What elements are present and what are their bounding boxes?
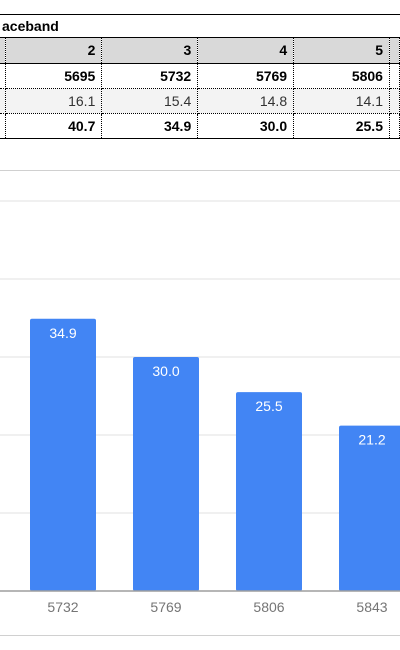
table-cell[interactable] — [0, 113, 7, 139]
table-header-row: 2 3 4 5 — [0, 38, 400, 64]
table-cell[interactable]: 5769 — [197, 63, 295, 89]
table-cell[interactable] — [389, 88, 400, 114]
table-title: aceband — [2, 18, 59, 34]
table-cell[interactable]: 14.1 — [293, 88, 390, 114]
bar-data-label: 25.5 — [255, 398, 282, 414]
table-row: 40.7 34.9 30.0 25.5 — [0, 113, 400, 139]
x-tick-label: 5732 — [47, 599, 78, 615]
bar-data-label: 30.0 — [152, 363, 179, 379]
bar[interactable] — [236, 392, 302, 591]
table-cell[interactable]: 15.4 — [101, 88, 199, 114]
bar[interactable] — [30, 318, 96, 591]
bar-chart-panel[interactable]: 34.9 5732 30.0 5769 25.5 5806 21.2 5843 — [0, 170, 400, 636]
x-tick-label: 5806 — [253, 599, 284, 615]
header-cell[interactable]: 4 — [197, 38, 295, 64]
header-cell[interactable]: 2 — [5, 38, 103, 64]
table-cell[interactable]: 14.8 — [197, 88, 295, 114]
table-cell[interactable]: 30.0 — [197, 113, 295, 139]
bar-data-label: 34.9 — [49, 325, 76, 341]
table-cell[interactable] — [0, 38, 7, 64]
bar[interactable] — [339, 425, 400, 591]
bar-chart[interactable]: 34.9 5732 30.0 5769 25.5 5806 21.2 5843 — [0, 171, 400, 637]
table-cell[interactable]: 34.9 — [101, 113, 199, 139]
bar[interactable] — [133, 357, 199, 591]
table-row: 5695 5732 5769 5806 — [0, 63, 400, 89]
table-cell[interactable] — [389, 38, 400, 64]
table-cell[interactable] — [389, 63, 400, 89]
table-cell[interactable]: 5695 — [5, 63, 103, 89]
data-table: 2 3 4 5 5695 5732 5769 5806 16.1 15.4 14… — [0, 38, 400, 139]
table-title-row[interactable]: aceband — [0, 14, 400, 38]
header-cell[interactable]: 5 — [293, 38, 390, 64]
table-cell[interactable]: 5806 — [293, 63, 390, 89]
bar-data-label: 21.2 — [358, 432, 385, 448]
table-cell[interactable] — [0, 88, 7, 114]
table-cell[interactable]: 5732 — [101, 63, 199, 89]
table-row: 16.1 15.4 14.8 14.1 — [0, 88, 400, 114]
x-tick-label: 5769 — [150, 599, 181, 615]
table-cell[interactable] — [389, 113, 400, 139]
x-tick-label: 5843 — [356, 599, 387, 615]
table-cell[interactable] — [0, 63, 7, 89]
header-cell[interactable]: 3 — [101, 38, 199, 64]
table-cell[interactable]: 25.5 — [293, 113, 390, 139]
table-cell[interactable]: 40.7 — [5, 113, 103, 139]
table-cell[interactable]: 16.1 — [5, 88, 103, 114]
